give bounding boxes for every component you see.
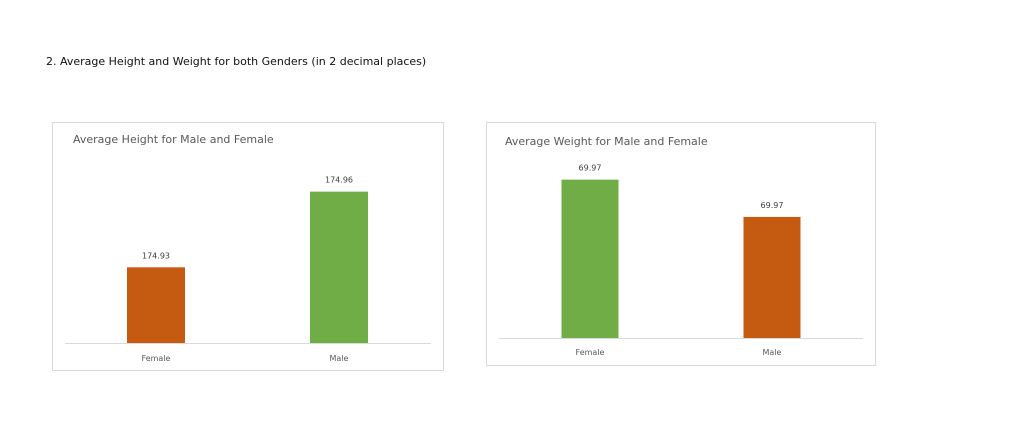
category-label-female: Female (576, 348, 605, 357)
weight-chart-plot: 69.97 Female 69.97 Male (499, 164, 863, 357)
data-label-male: 69.97 (761, 201, 784, 210)
page-heading: 2. Average Height and Weight for both Ge… (46, 55, 427, 68)
data-label-male: 174.96 (325, 176, 353, 185)
average-weight-chart: Average Weight for Male and Female 69.97… (486, 122, 876, 366)
bar-female (561, 179, 619, 338)
average-height-chart: Average Height for Male and Female 174.9… (52, 122, 444, 371)
data-label-female: 174.93 (142, 251, 170, 260)
category-label-male: Male (763, 348, 782, 357)
bar-male (743, 216, 801, 338)
bar-female (127, 267, 185, 343)
category-label-female: Female (142, 354, 171, 363)
height-chart-plot: 174.93 Female 174.96 Male (65, 176, 431, 363)
bar-male (310, 191, 368, 343)
chart-title: Average Weight for Male and Female (505, 135, 708, 148)
category-label-male: Male (330, 354, 349, 363)
chart-title: Average Height for Male and Female (73, 133, 274, 146)
data-label-female: 69.97 (579, 164, 602, 173)
